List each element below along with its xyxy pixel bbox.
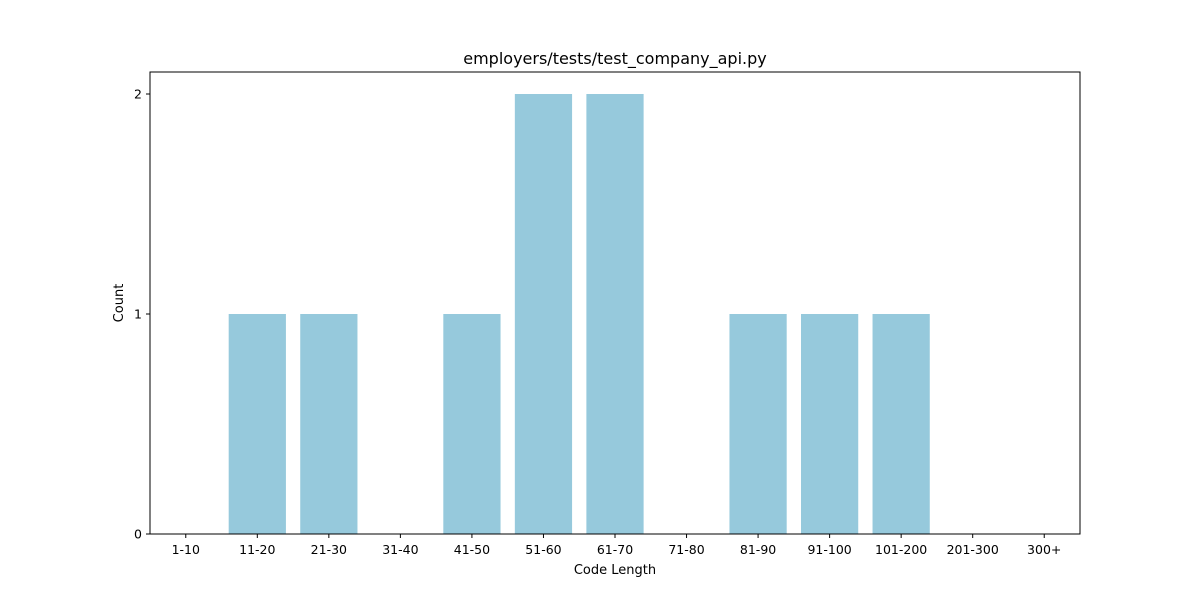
- y-tick-label: 2: [134, 87, 142, 102]
- x-axis: 1-10 11-20 21-30 31-40 41-50 51-60 61-70 71-80 8…: [172, 534, 1061, 557]
- bar-91-100: [801, 314, 859, 534]
- x-axis-label: Code Length: [574, 563, 656, 578]
- x-tick-label: 61-70: [597, 542, 633, 557]
- bar-51-60: [514, 94, 573, 534]
- x-tick-label: 11-20: [239, 542, 275, 557]
- x-tick-label: 201-300: [947, 542, 999, 557]
- x-tick-label: 41-50: [454, 542, 490, 557]
- x-tick-label: 91-100: [807, 542, 851, 557]
- x-tick-label: 51-60: [525, 542, 561, 557]
- bar-101-200: [872, 314, 930, 534]
- bar-81-90: [729, 314, 787, 534]
- bar-61-70: [586, 94, 644, 534]
- x-tick-label: 101-200: [875, 542, 927, 557]
- x-tick-label: 1-10: [172, 542, 200, 557]
- x-tick-label: 300+: [1027, 542, 1061, 557]
- y-tick-label: 0: [134, 527, 142, 542]
- x-tick-label: 71-80: [668, 542, 704, 557]
- x-tick-label: 31-40: [382, 542, 418, 557]
- y-axis-label: Count: [112, 284, 127, 323]
- bar-41-50: [443, 314, 501, 534]
- x-tick-label: 21-30: [311, 542, 347, 557]
- bars-group: [228, 94, 930, 534]
- y-axis: 0 1 2: [134, 87, 150, 542]
- bar-11-20: [228, 314, 286, 534]
- bar-21-30: [300, 314, 358, 534]
- chart-title: employers/tests/test_company_api.py: [463, 49, 766, 69]
- x-tick-label: 81-90: [740, 542, 776, 557]
- y-tick-label: 1: [134, 307, 142, 322]
